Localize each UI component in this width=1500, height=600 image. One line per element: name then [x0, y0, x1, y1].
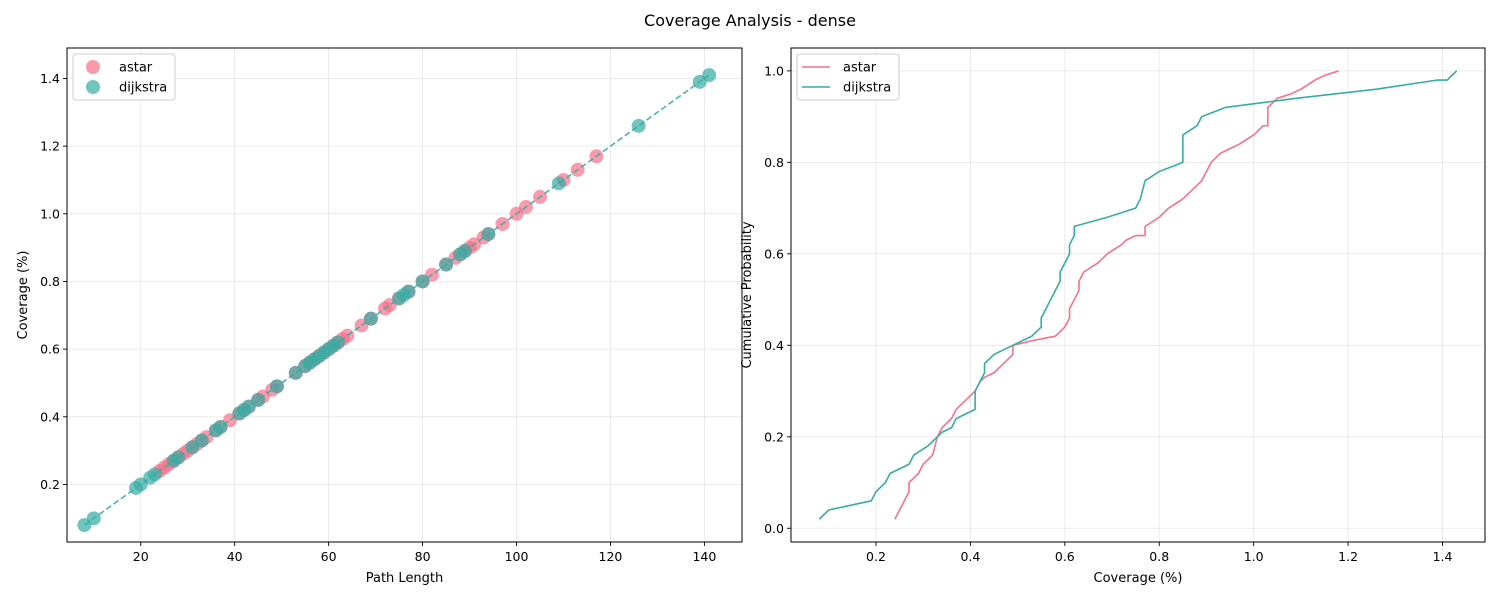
x-tick-label: 0.2	[866, 549, 886, 564]
legend-label-astar: astar	[119, 61, 153, 76]
scatter-panel: 20 40 60 80 100 120 140 0.2 0.4 0.6 0.8 1.0 1.2 1.4 Pa…	[16, 47, 743, 586]
axes-frame	[66, 47, 743, 543]
dijkstra-point	[251, 392, 266, 407]
x-tick-label: 120	[599, 549, 623, 564]
y-tick-label: 0.6	[40, 342, 60, 357]
y-tick-label: 0.4	[764, 338, 784, 353]
legend-label-dijkstra: dijkstra	[843, 81, 891, 96]
x-tick-label: 0.4	[960, 549, 980, 564]
x-tick-label: 140	[692, 549, 716, 564]
legend-marker-astar	[86, 60, 100, 74]
astar-cdf-line	[894, 70, 1339, 520]
y-tick-label: 0.2	[40, 477, 60, 492]
x-tick-label: 1.2	[1338, 549, 1358, 564]
y-tick-label: 1.4	[40, 71, 60, 86]
y-tick-label: 1.2	[40, 139, 60, 154]
x-tick-label: 100	[505, 549, 529, 564]
y-tick-label: 0.4	[40, 409, 60, 424]
legend: astar dijkstra	[796, 53, 900, 101]
y-tick-label: 0.0	[764, 521, 784, 536]
legend-marker-dijkstra	[86, 80, 100, 94]
y-tick-label: 0.8	[764, 155, 784, 170]
cdf-panel: 0.2 0.4 0.6 0.8 1.0 1.2 1.4 0.0 0.2 0.4 0.6 0.8 1.0 C…	[740, 47, 1486, 586]
y-axis-label: Cumulative Probability	[740, 221, 755, 368]
trend-line	[83, 74, 710, 526]
legend: astar dijkstra	[72, 53, 176, 101]
y-tick-label: 1.0	[764, 63, 784, 78]
x-tick-label: 80	[415, 549, 431, 564]
dijkstra-point	[171, 450, 186, 465]
y-tick-label: 0.6	[764, 246, 784, 261]
x-tick-label: 40	[227, 549, 243, 564]
legend-label-dijkstra: dijkstra	[119, 81, 167, 96]
dijkstra-cdf-line	[818, 70, 1458, 520]
legend-box	[796, 53, 900, 101]
x-tick-label: 60	[321, 549, 337, 564]
figure-title: Coverage Analysis - dense	[644, 11, 856, 30]
x-tick-label: 0.6	[1055, 549, 1075, 564]
x-axis-label: Path Length	[366, 571, 444, 586]
legend-label-astar: astar	[843, 61, 877, 76]
y-axis-label: Coverage (%)	[16, 251, 31, 340]
axes-frame	[790, 47, 1486, 543]
y-tick-label: 0.2	[764, 429, 784, 444]
plot-area	[818, 70, 1458, 520]
y-tick-label: 1.0	[40, 206, 60, 221]
x-tick-label: 20	[133, 549, 149, 564]
x-axis-label: Coverage (%)	[1094, 571, 1183, 586]
x-tick-label: 1.0	[1244, 549, 1264, 564]
x-tick-label: 0.8	[1149, 549, 1169, 564]
plot-area	[77, 68, 717, 533]
y-tick-label: 0.8	[40, 274, 60, 289]
x-tick-label: 1.4	[1433, 549, 1453, 564]
